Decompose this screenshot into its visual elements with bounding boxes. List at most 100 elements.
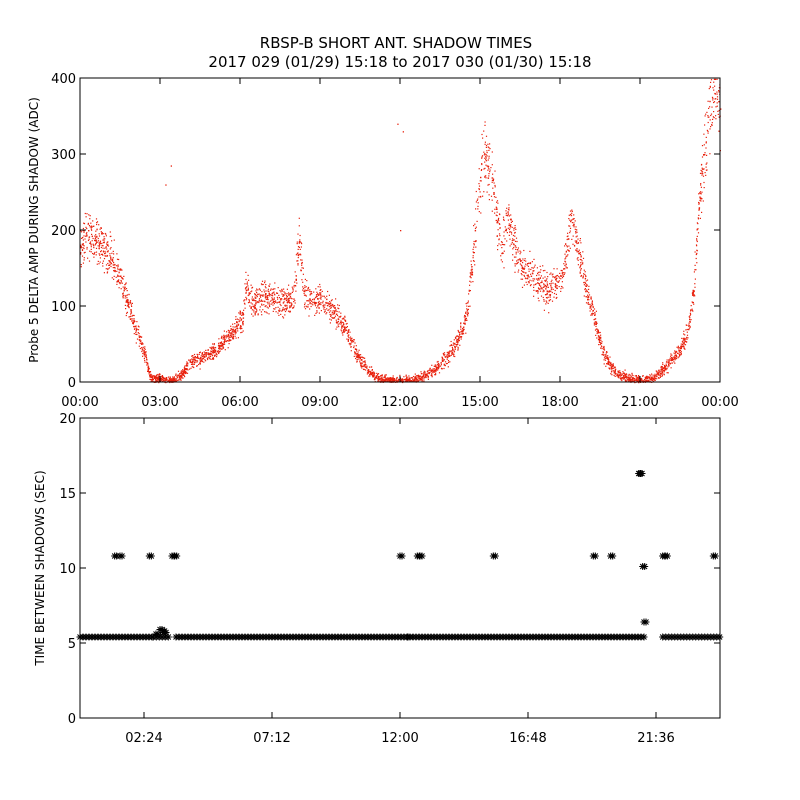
top-data-point	[552, 276, 554, 278]
top-data-point	[705, 113, 707, 115]
top-data-point	[327, 309, 329, 311]
top-data-point	[338, 311, 340, 313]
top-data-point	[590, 307, 592, 309]
top-data-point	[521, 266, 523, 268]
top-data-point	[496, 200, 499, 202]
top-data-point	[298, 241, 301, 243]
top-data-point	[387, 379, 389, 381]
top-data-point	[174, 379, 176, 381]
top-data-point	[220, 341, 222, 344]
top-data-point	[491, 199, 493, 201]
top-data-point	[102, 233, 104, 235]
top-data-point	[155, 375, 157, 377]
top-data-point	[697, 218, 700, 220]
top-data-point	[157, 380, 159, 382]
top-data-point	[435, 369, 437, 371]
top-data-point	[680, 351, 682, 353]
top-data-point	[603, 347, 605, 349]
top-data-point	[582, 262, 584, 264]
top-data-point	[162, 378, 164, 380]
top-data-point	[433, 371, 435, 373]
top-data-point	[504, 238, 506, 240]
top-data-point	[364, 357, 366, 359]
top-data-point	[533, 289, 535, 291]
top-data-point	[125, 308, 127, 310]
top-data-point	[315, 312, 317, 314]
top-data-point	[586, 279, 589, 281]
top-data-point	[106, 248, 108, 250]
top-data-point	[357, 358, 359, 360]
top-data-point	[80, 246, 82, 248]
top-data-point	[96, 223, 98, 226]
top-data-point	[575, 249, 577, 251]
top-data-point	[457, 339, 460, 341]
top-data-point	[222, 346, 224, 348]
top-data-point	[113, 262, 115, 264]
top-data-point	[234, 335, 236, 337]
top-data-point	[622, 376, 624, 379]
top-data-point	[97, 237, 99, 240]
top-data-point	[373, 372, 375, 374]
top-data-point	[453, 350, 456, 352]
top-data-point	[481, 163, 483, 166]
top-data-point	[182, 377, 184, 379]
top-data-point	[262, 283, 264, 286]
top-data-point	[397, 380, 399, 382]
top-data-point	[246, 286, 248, 288]
top-data-point	[329, 301, 331, 303]
top-data-point	[480, 195, 482, 198]
top-data-point	[307, 300, 309, 302]
top-data-point	[711, 124, 713, 126]
top-data-point	[621, 374, 623, 376]
top-data-point	[310, 291, 312, 293]
top-data-point	[416, 375, 418, 377]
top-data-point	[287, 297, 289, 300]
top-data-point	[277, 306, 279, 308]
top-data-point	[392, 379, 395, 382]
top-data-point	[106, 251, 108, 253]
top-data-point	[472, 281, 474, 283]
top-data-point	[318, 306, 320, 309]
top-data-point	[102, 251, 105, 253]
top-data-point	[85, 216, 87, 218]
top-data-point	[437, 365, 439, 367]
top-data-point	[278, 309, 280, 311]
top-data-point	[261, 280, 264, 282]
top-data-point	[142, 346, 144, 348]
top-data-point	[649, 379, 651, 381]
top-data-point	[624, 375, 627, 377]
top-data-point	[501, 247, 503, 249]
top-data-point	[281, 309, 284, 311]
top-data-point	[264, 280, 266, 282]
top-data-point	[343, 323, 345, 325]
top-data-point	[376, 375, 378, 377]
top-data-point	[419, 378, 421, 380]
top-data-point	[304, 294, 307, 296]
top-data-point	[626, 376, 628, 378]
top-data-point	[460, 323, 462, 325]
top-data-point	[243, 313, 245, 316]
top-data-point	[504, 244, 506, 246]
top-data-point	[508, 224, 510, 227]
top-data-point	[406, 377, 408, 379]
top-data-point	[456, 345, 458, 347]
top-data-point	[342, 325, 344, 327]
top-data-point	[543, 284, 545, 286]
top-data-point	[470, 260, 472, 262]
top-data-point	[471, 271, 474, 274]
top-data-point	[701, 145, 704, 147]
top-data-point	[430, 370, 432, 372]
top-data-point	[390, 379, 392, 381]
top-data-point	[510, 225, 512, 227]
top-data-point	[522, 268, 525, 270]
top-data-point	[81, 255, 84, 257]
top-data-point	[420, 371, 422, 373]
top-data-point	[465, 311, 467, 313]
top-data-point	[689, 312, 691, 314]
top-data-point	[694, 278, 696, 280]
top-data-point	[130, 309, 132, 311]
top-data-point	[116, 270, 118, 272]
top-data-point	[488, 155, 490, 157]
top-data-point	[135, 329, 137, 331]
top-data-point	[455, 337, 457, 340]
